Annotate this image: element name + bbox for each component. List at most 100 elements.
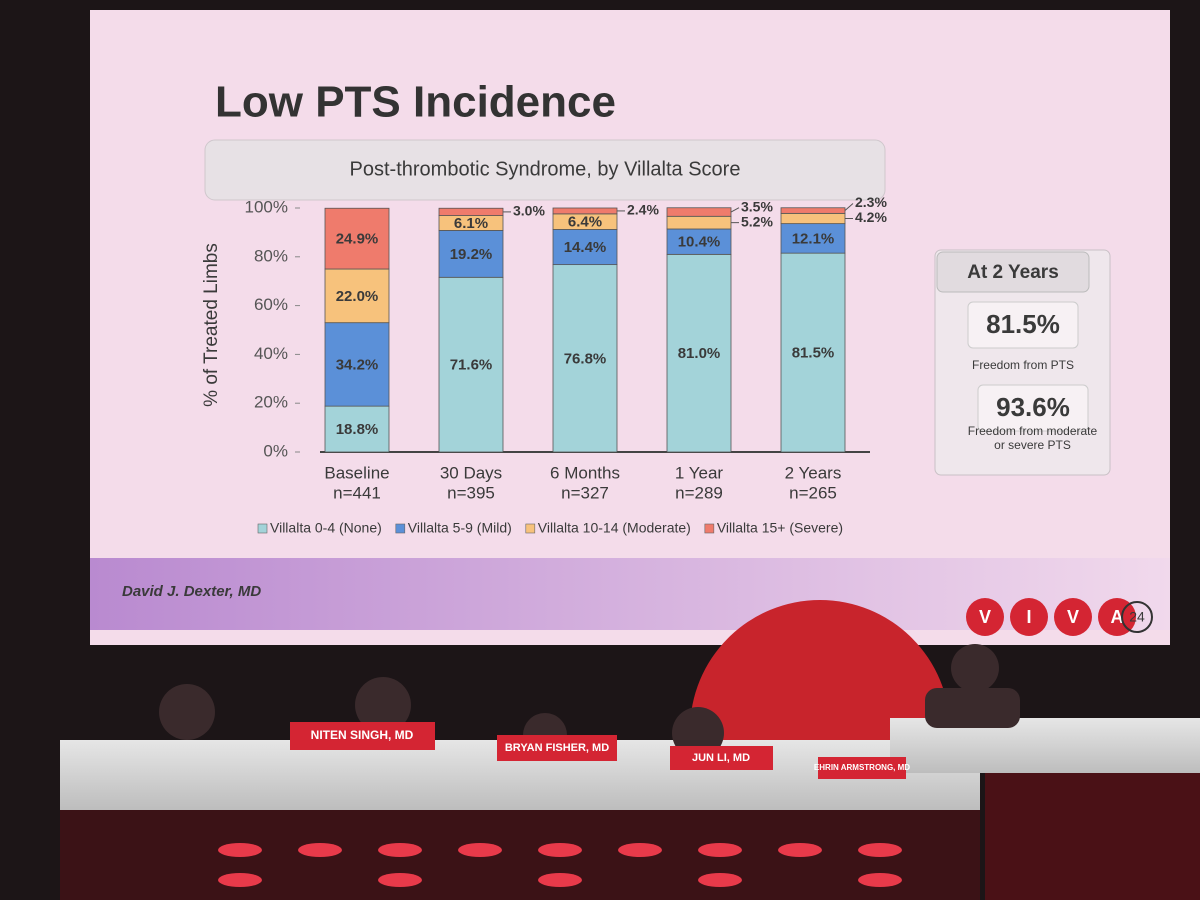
logo-circle: [1054, 598, 1092, 636]
nameplate: [290, 722, 435, 750]
logo: V I V A 24: [966, 598, 1153, 636]
leader-line: [730, 207, 740, 213]
value-label: 3.5%: [741, 198, 773, 214]
value-label: 12.1%: [792, 230, 835, 247]
x-tick-label: Baseline: [324, 463, 389, 482]
y-tick-label: 40%: [254, 344, 288, 363]
legend-label: Villalta 5-9 (Mild): [408, 520, 512, 536]
bar-segment: [324, 322, 390, 407]
side-heading-box: [936, 251, 1090, 293]
legend-swatch: [525, 523, 536, 534]
value-label: 2.3%: [855, 194, 887, 210]
x-tick-label: 6 Months: [550, 463, 620, 482]
nameplate: [497, 735, 617, 761]
value-label: 19.2%: [450, 246, 493, 263]
value-label: 22.0%: [336, 288, 379, 305]
value-label: 3.0%: [513, 203, 545, 219]
bar-segment: [438, 276, 504, 453]
legend-label: Villalta 15+ (Severe): [717, 520, 843, 536]
desk-front: [60, 810, 980, 900]
stat-box: [967, 301, 1079, 349]
legend-swatch: [395, 523, 406, 534]
y-tick-label: 60%: [254, 295, 288, 314]
value-label: 71.6%: [450, 357, 493, 374]
side-heading: At 2 Years: [967, 262, 1059, 283]
bar-segment: [666, 215, 732, 230]
x-tick-sublabel: n=289: [675, 483, 723, 502]
stat-box: [977, 384, 1089, 432]
nameplate: [818, 757, 906, 779]
bar-segment: [324, 268, 390, 324]
bar-segment: [666, 207, 732, 217]
y-axis-label: % of Treated Limbs: [201, 243, 222, 407]
stat: 93.6%: [996, 392, 1070, 422]
value-label: 10.4%: [678, 234, 721, 251]
bar-segment: [666, 253, 732, 453]
stage-lights: [218, 843, 902, 887]
value-label: 18.8%: [336, 421, 379, 438]
stat: 81.5%: [986, 309, 1060, 339]
x-tick-sublabel: n=327: [561, 483, 609, 502]
chart-subtitle: Post-thrombotic Syndrome, by Villalta Sc…: [350, 158, 741, 180]
value-label: 14.4%: [564, 239, 607, 256]
value-label: 24.9%: [336, 231, 379, 248]
stat-caption-wrap: Freedom from moderate or severe PTS: [967, 424, 1098, 452]
stat-caption: Freedom from moderate or severe PTS: [967, 424, 1098, 452]
bar-segment: [780, 212, 846, 225]
bar-segment: [438, 230, 504, 278]
value-label: 81.5%: [792, 345, 835, 362]
nameplate-text: BRYAN FISHER, MD: [505, 742, 609, 754]
value-label: 5.2%: [741, 213, 773, 229]
nameplate: [670, 746, 773, 770]
nameplate-text: JUN LI, MD: [692, 752, 750, 764]
legend-swatch: [257, 523, 268, 534]
subtitle-box: [204, 139, 886, 201]
logo-year: 24: [1129, 609, 1145, 625]
x-tick-label: 30 Days: [440, 463, 502, 482]
logo-letter: A: [1111, 607, 1124, 627]
x-tick-sublabel: n=395: [447, 483, 495, 502]
x-tick-label: 2 Years: [785, 463, 842, 482]
bar-segment: [552, 207, 618, 215]
author: David J. Dexter, MD: [122, 583, 261, 600]
x-tick-sublabel: n=441: [333, 483, 381, 502]
y-tick-label: 0%: [263, 441, 288, 460]
bar-segment: [780, 223, 846, 254]
x-tick-label: 1 Year: [675, 463, 724, 482]
logo-circle: [1010, 598, 1048, 636]
bar-segment: [666, 228, 732, 255]
value-label: 4.2%: [855, 209, 887, 225]
nameplate-text: NITEN SINGH, MD: [311, 728, 414, 742]
value-label: 6.1%: [454, 215, 488, 232]
x-tick-sublabel: n=265: [789, 483, 837, 502]
y-tick-label: 100%: [245, 197, 288, 216]
y-tick-label: 80%: [254, 246, 288, 265]
value-label: 2.4%: [627, 202, 659, 218]
y-tick-label: 20%: [254, 393, 288, 412]
logo-letter: V: [1067, 607, 1079, 627]
value-label: 76.8%: [564, 350, 607, 367]
bar-segment: [438, 207, 504, 216]
legend-label: Villalta 0-4 (None): [270, 520, 382, 536]
logo-letter: I: [1026, 607, 1031, 627]
bar-segment: [780, 207, 846, 214]
chart-title: Low PTS Incidence: [215, 78, 616, 127]
legend-swatch: [704, 523, 715, 534]
bar-segment: [324, 405, 390, 453]
bar-segment: [324, 207, 390, 270]
logo-circle: [966, 598, 1004, 636]
bar-segment: [552, 264, 618, 453]
value-label: 81.0%: [678, 345, 721, 362]
value-label: 6.4%: [568, 214, 602, 231]
leader-line: [844, 203, 854, 211]
nameplate-text: EHRIN ARMSTRONG, MD: [814, 763, 910, 772]
legend-label: Villalta 10-14 (Moderate): [538, 520, 691, 536]
podium-front: [985, 773, 1200, 900]
logo-letter: V: [979, 607, 991, 627]
stat-caption: Freedom from PTS: [972, 358, 1074, 372]
logo-year-ring: [1121, 601, 1153, 633]
value-label: 34.2%: [336, 356, 379, 373]
